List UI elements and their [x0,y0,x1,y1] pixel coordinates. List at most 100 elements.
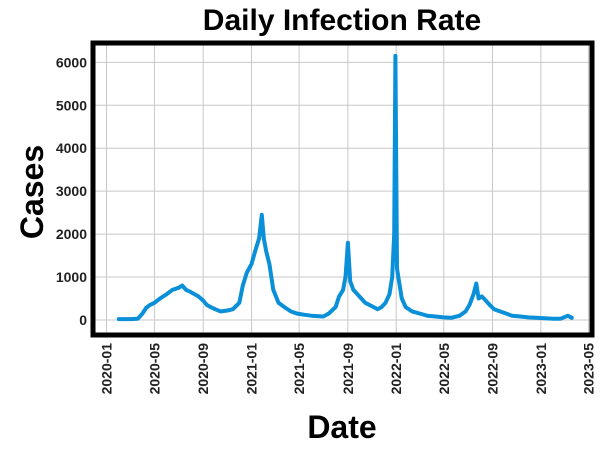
data-point [245,271,249,275]
data-point [192,292,197,296]
data-point [510,314,514,318]
data-point [433,314,437,319]
data-point [518,314,522,319]
x-tick-label: 2021-05 [291,343,307,395]
data-point [379,305,384,309]
data-point [346,241,350,245]
data-point [471,292,476,296]
data-point [387,292,392,296]
data-point [474,281,478,286]
data-point [570,316,574,320]
data-point [219,309,223,313]
data-point [205,303,209,307]
data-point [136,317,140,321]
y-tick-label: 3000 [56,183,87,199]
y-tick-labels: 0 1000 2000 3000 4000 5000 6000 [56,54,87,328]
data-point [400,296,404,301]
data-point [264,249,268,253]
y-tick-label: 0 [79,312,87,328]
y-tick-label: 5000 [56,97,87,113]
data-point [367,303,371,307]
data-point [383,301,388,305]
data-point [201,299,205,303]
data-point [241,284,245,288]
data-point [392,232,396,236]
data-point [351,288,355,292]
data-point [196,294,200,298]
data-point [442,315,446,319]
data-point [348,279,352,283]
data-point [152,301,156,305]
data-point [418,311,422,316]
data-point [559,317,563,321]
data-point [184,288,188,292]
data-point [253,249,257,253]
y-tick-label: 4000 [56,140,87,156]
data-point [117,317,121,321]
data-point [480,294,484,298]
data-point [321,314,325,319]
data-point [337,294,341,298]
chart-title: Daily Infection Rate [203,4,481,37]
data-point [315,314,319,318]
data-point [390,275,394,279]
data-point [551,317,555,321]
data-point [180,284,184,288]
data-point [140,311,145,316]
x-tick-label: 2020-09 [195,343,211,395]
data-point [289,309,293,313]
data-point [425,314,429,318]
data-point [282,305,286,309]
data-point [170,288,174,292]
series-line [116,53,574,322]
data-point [260,213,264,217]
x-tick-label: 2021-09 [340,343,356,395]
plot-frame [90,40,595,338]
data-point [504,311,508,316]
data-point [165,292,169,296]
data-point [144,306,148,310]
y-tick-label: 2000 [56,226,87,242]
data-point [341,288,345,292]
data-point [404,305,408,309]
data-point [249,262,254,266]
data-point [303,313,307,317]
data-point [534,316,538,320]
data-point [334,305,338,309]
data-point [410,309,414,313]
x-axis-title: Date [307,409,376,445]
data-point [467,303,472,307]
data-point [276,301,281,305]
data-point [527,315,531,319]
data-point [158,296,162,301]
data-point [237,301,241,305]
data-point [372,305,376,309]
data-point [359,296,363,301]
data-point [492,307,496,311]
x-tick-label: 2023-05 [580,343,596,395]
data-point [327,311,331,316]
data-point [177,286,181,290]
y-tick-label: 6000 [56,54,87,70]
data-point [484,299,488,303]
data-point [231,307,235,311]
data-point [262,236,266,240]
data-point [395,266,399,270]
data-point [458,314,462,318]
data-point [148,303,152,307]
data-point [376,307,380,311]
data-point [393,54,397,58]
data-point [566,314,570,318]
data-point [363,301,367,305]
data-point [397,279,401,283]
series-layer [116,53,574,322]
data-point [295,311,299,316]
x-tick-label: 2022-09 [485,343,501,395]
data-point [355,292,359,296]
data-point [209,305,213,309]
data-point [271,288,275,292]
y-axis-title: Cases [14,145,50,239]
data-point [477,296,481,301]
